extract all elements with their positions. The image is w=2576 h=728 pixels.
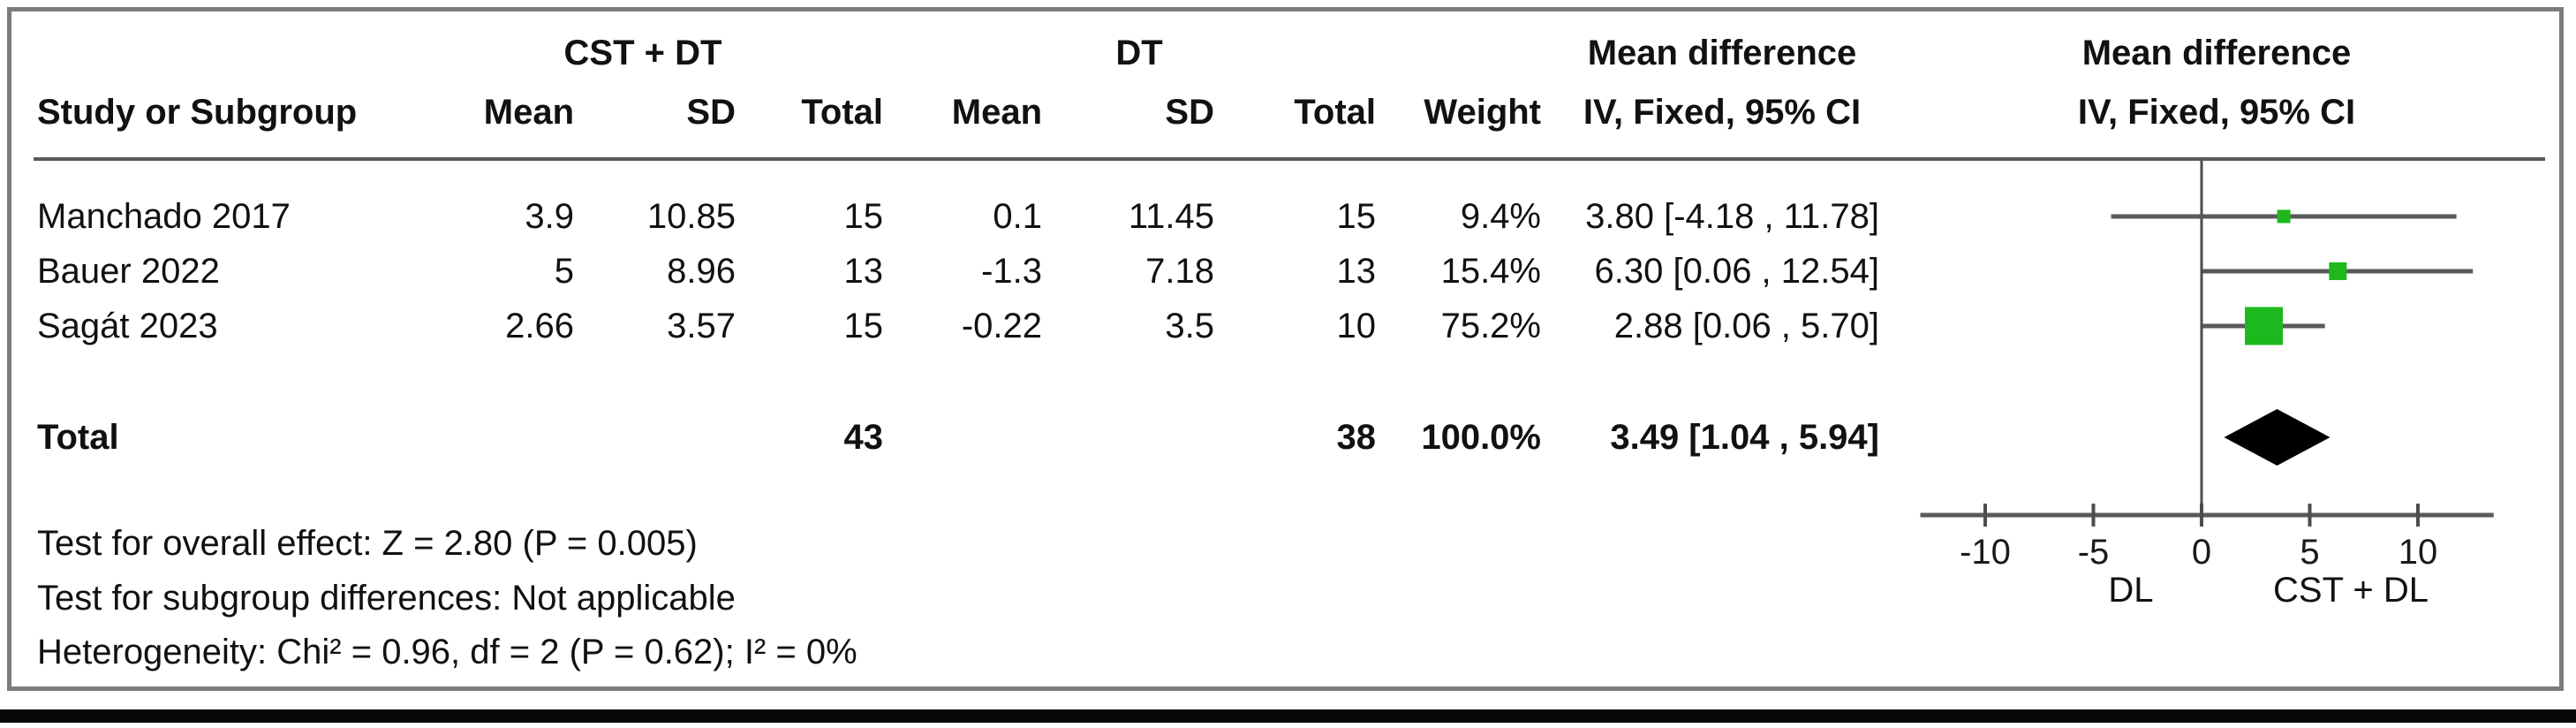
- column-header-md-text: Mean difference: [1587, 34, 1857, 72]
- effect-marker: [2329, 262, 2347, 280]
- column-header-ci-text: IV, Fixed, 95% CI: [1583, 93, 1862, 132]
- cell-weight: 9.4%: [1460, 197, 1541, 236]
- effect-marker: [2277, 209, 2291, 224]
- cell-mean1: 2.66: [505, 307, 574, 345]
- column-header-sd1: SD: [686, 93, 736, 132]
- cell-total2: 15: [1336, 197, 1377, 236]
- total-ci-text: 3.49 [1.04 , 5.94]: [1610, 418, 1879, 457]
- cell-mean2: 0.1: [993, 197, 1042, 236]
- column-header-mean2: Mean: [951, 93, 1042, 132]
- cell-total1: 15: [843, 197, 884, 236]
- effect-marker: [2245, 307, 2284, 345]
- cell-sd1: 3.57: [667, 307, 736, 345]
- tick-label: -10: [1960, 533, 2011, 572]
- cell-weight: 75.2%: [1440, 307, 1541, 345]
- cell-mean2: -0.22: [961, 307, 1042, 345]
- favours-left-label: DL: [2108, 571, 2154, 610]
- header-separator: [34, 157, 2545, 161]
- study-label: Sagát 2023: [37, 307, 218, 345]
- favours-right-label: CST + DL: [2273, 571, 2429, 610]
- column-header-mean1: Mean: [483, 93, 574, 132]
- study-label: Bauer 2022: [37, 252, 220, 291]
- cell-mean1: 5: [554, 252, 574, 291]
- cell-total1: 15: [843, 307, 884, 345]
- total-diamond: [2224, 409, 2330, 466]
- total-weight: 100.0%: [1421, 418, 1541, 457]
- column-header-total2: Total: [1294, 93, 1376, 132]
- total-total1: 43: [843, 418, 884, 457]
- tick-label: -5: [2078, 533, 2110, 572]
- plot-header-ci: IV, Fixed, 95% CI: [2077, 93, 2356, 132]
- column-header-weight: Weight: [1424, 93, 1541, 132]
- cell-sd2: 3.5: [1165, 307, 1214, 345]
- study-label: Manchado 2017: [37, 197, 291, 236]
- cell-mean1: 3.9: [525, 197, 574, 236]
- cell-total2: 13: [1336, 252, 1377, 291]
- group-header-control: DT: [1115, 34, 1163, 72]
- cell-sd2: 7.18: [1145, 252, 1214, 291]
- plot-header-md: Mean difference: [2081, 34, 2352, 72]
- cell-total2: 10: [1336, 307, 1377, 345]
- cell-ci-text: 2.88 [0.06 , 5.70]: [1613, 307, 1879, 345]
- figure-frame: [7, 7, 2564, 691]
- tick-label: 5: [2300, 533, 2319, 572]
- heterogeneity-text: Heterogeneity: Chi² = 0.96, df = 2 (P = …: [37, 633, 857, 671]
- cell-ci-text: 3.80 [-4.18 , 11.78]: [1585, 197, 1879, 236]
- subgroup-difference-text: Test for subgroup differences: Not appli…: [37, 579, 736, 618]
- column-header-sd2: SD: [1165, 93, 1214, 132]
- cell-sd1: 8.96: [667, 252, 736, 291]
- cell-total1: 13: [843, 252, 884, 291]
- bottom-rule: [0, 709, 2576, 723]
- column-header-total1: Total: [801, 93, 883, 132]
- total-total2: 38: [1336, 418, 1377, 457]
- cell-mean2: -1.3: [981, 252, 1042, 291]
- cell-weight: 15.4%: [1440, 252, 1541, 291]
- cell-sd1: 10.85: [646, 197, 736, 236]
- cell-sd2: 11.45: [1128, 197, 1214, 236]
- column-header-study: Study or Subgroup: [37, 93, 358, 132]
- cell-ci-text: 6.30 [0.06 , 12.54]: [1594, 252, 1879, 291]
- tick-label: 0: [2192, 533, 2211, 572]
- tick-label: 10: [2398, 533, 2438, 572]
- overall-effect-test-text: Test for overall effect: Z = 2.80 (P = 0…: [37, 524, 698, 563]
- total-label: Total: [37, 418, 119, 457]
- group-header-treatment: CST + DT: [563, 34, 722, 72]
